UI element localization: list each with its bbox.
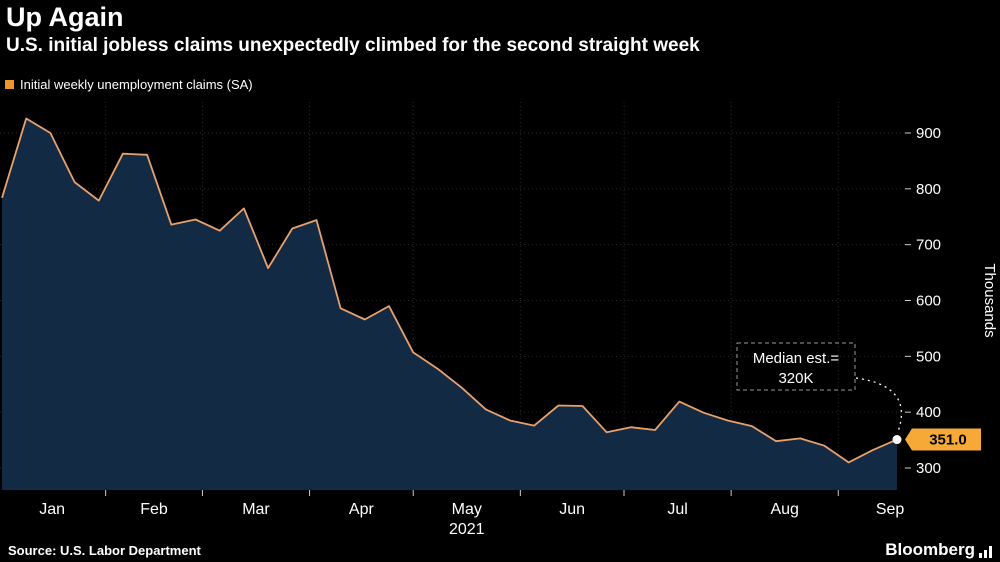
legend-swatch-icon [5, 80, 14, 89]
x-month-label: Sep [876, 501, 905, 518]
last-point-marker [892, 435, 902, 445]
bloomberg-chart-icon [979, 546, 992, 558]
series-line [1, 117, 898, 464]
chart-header: Up Again U.S. initial jobless claims une… [6, 2, 994, 58]
legend-label: Initial weekly unemployment claims (SA) [20, 77, 253, 92]
x-month-label: Apr [349, 501, 375, 518]
bloomberg-wordmark: Bloomberg [885, 540, 975, 559]
chart-footer: Source: U.S. Labor Department Bloomberg [0, 538, 1000, 562]
y-tick-label: 500 [916, 348, 941, 365]
y-tick-label: 800 [916, 181, 941, 198]
legend: Initial weekly unemployment claims (SA) [5, 77, 253, 92]
y-tick-label: 400 [916, 404, 941, 421]
median-annotation-line2: 320K [778, 370, 813, 387]
x-month-label: May [452, 501, 482, 518]
x-month-label: Feb [140, 501, 168, 518]
last-value-label: 351.0 [929, 432, 967, 449]
chart-subtitle: U.S. initial jobless claims unexpectedly… [6, 35, 700, 57]
median-annotation-line1: Median est.= [753, 350, 840, 367]
area-fill [2, 118, 897, 490]
last-value-badge [905, 428, 981, 451]
y-tick-label: 900 [916, 125, 941, 142]
median-annotation-box [736, 342, 856, 391]
y-tick-label: 600 [916, 293, 941, 310]
bloomberg-logo: Bloomberg [885, 540, 992, 560]
x-month-label: Aug [770, 501, 798, 518]
jobless-claims-chart: 300 400 500 600 700 800 900 Thousands Jan Feb Mar A… [0, 102, 998, 538]
annotation-connector [855, 377, 903, 432]
chart-title: Up Again [6, 2, 124, 32]
y-tick-label: 300 [916, 460, 941, 477]
x-month-label: Jun [559, 501, 585, 518]
x-month-label: Mar [242, 501, 270, 518]
x-month-label: Jan [39, 501, 65, 518]
x-year-label: 2021 [449, 521, 485, 538]
source-text: Source: U.S. Labor Department [8, 542, 201, 558]
x-month-label: Jul [667, 501, 687, 518]
y-tick-label: 700 [916, 237, 941, 254]
y-axis-title: Thousands [981, 263, 998, 337]
